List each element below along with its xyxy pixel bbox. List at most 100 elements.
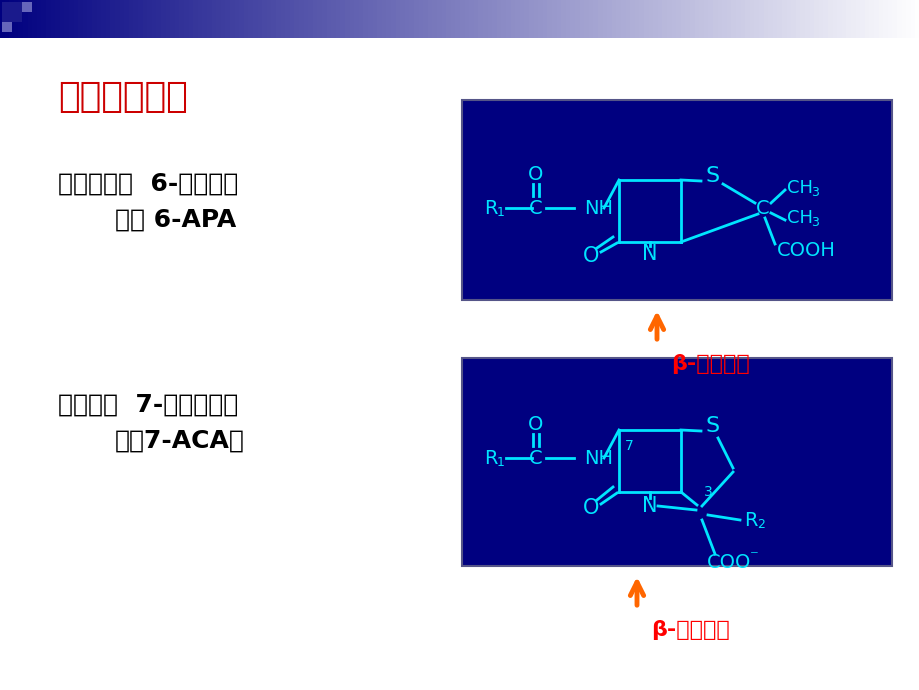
Text: O: O (528, 415, 543, 433)
Bar (377, 0, 382, 38)
Bar (437, 0, 442, 38)
Bar (285, 0, 290, 38)
Text: 1: 1 (496, 206, 505, 219)
Bar (749, 0, 754, 38)
Bar (409, 0, 414, 38)
Bar (786, 0, 791, 38)
Bar (708, 0, 713, 38)
Bar (349, 0, 355, 38)
Bar (92, 0, 97, 38)
Bar (579, 0, 584, 38)
Bar (703, 0, 709, 38)
Bar (5, 0, 10, 38)
Bar (868, 0, 874, 38)
Bar (754, 0, 759, 38)
Text: C: C (528, 199, 542, 217)
Bar (124, 0, 130, 38)
Bar (165, 0, 171, 38)
Bar (340, 0, 346, 38)
Bar (202, 0, 208, 38)
Bar (60, 0, 65, 38)
Bar (478, 0, 483, 38)
Text: COO: COO (706, 553, 751, 571)
Bar (119, 0, 125, 38)
Bar (175, 0, 180, 38)
Bar (813, 0, 819, 38)
Bar (170, 0, 176, 38)
Bar (22, 2, 32, 12)
Bar (9, 0, 15, 38)
Bar (666, 0, 672, 38)
Bar (244, 0, 249, 38)
Bar (804, 0, 810, 38)
Text: 3: 3 (703, 485, 712, 499)
Bar (873, 0, 879, 38)
Bar (368, 0, 373, 38)
Bar (602, 0, 607, 38)
Text: R: R (483, 199, 497, 217)
Bar (464, 0, 470, 38)
Bar (391, 0, 396, 38)
Bar (69, 0, 74, 38)
Bar (657, 0, 663, 38)
Text: 头孢类：  7-氨基头孢烷: 头孢类： 7-氨基头孢烷 (58, 393, 238, 417)
Bar (561, 0, 566, 38)
Bar (225, 0, 231, 38)
Bar (110, 0, 116, 38)
Bar (51, 0, 56, 38)
Bar (363, 0, 369, 38)
Bar (832, 0, 837, 38)
Bar (630, 0, 635, 38)
Bar (78, 0, 84, 38)
Bar (257, 0, 263, 38)
Text: 7: 7 (624, 439, 633, 453)
Bar (372, 0, 378, 38)
Bar (198, 0, 203, 38)
Bar (423, 0, 428, 38)
Bar (14, 0, 19, 38)
Bar (652, 0, 658, 38)
Text: R: R (743, 511, 756, 529)
Bar (161, 0, 166, 38)
Bar (74, 0, 79, 38)
Bar (404, 0, 410, 38)
Bar (322, 0, 327, 38)
Bar (611, 0, 617, 38)
Bar (303, 0, 309, 38)
Text: R: R (483, 448, 497, 468)
Bar (280, 0, 286, 38)
Bar (211, 0, 217, 38)
Bar (731, 0, 736, 38)
Bar (510, 0, 516, 38)
Bar (358, 0, 364, 38)
Bar (689, 0, 695, 38)
Text: 烷酸 6-APA: 烷酸 6-APA (115, 208, 236, 232)
Bar (662, 0, 667, 38)
Bar (386, 0, 391, 38)
Text: N: N (641, 496, 657, 516)
Bar (2, 2, 22, 22)
Bar (335, 0, 341, 38)
Bar (55, 0, 61, 38)
Bar (450, 0, 456, 38)
Bar (726, 0, 732, 38)
Bar (694, 0, 699, 38)
Text: 2: 2 (756, 518, 764, 531)
Bar (827, 0, 833, 38)
Text: 青霉素类：  6-氨基青霉: 青霉素类： 6-氨基青霉 (58, 172, 238, 196)
Bar (129, 0, 134, 38)
Bar (878, 0, 883, 38)
Bar (142, 0, 148, 38)
Bar (717, 0, 722, 38)
Bar (289, 0, 295, 38)
Bar (96, 0, 102, 38)
Bar (781, 0, 787, 38)
Text: ⁻: ⁻ (749, 547, 758, 565)
Bar (914, 0, 919, 38)
Bar (152, 0, 157, 38)
Bar (188, 0, 194, 38)
Bar (818, 0, 823, 38)
Bar (855, 0, 860, 38)
Bar (639, 0, 644, 38)
Bar (461, 100, 891, 300)
